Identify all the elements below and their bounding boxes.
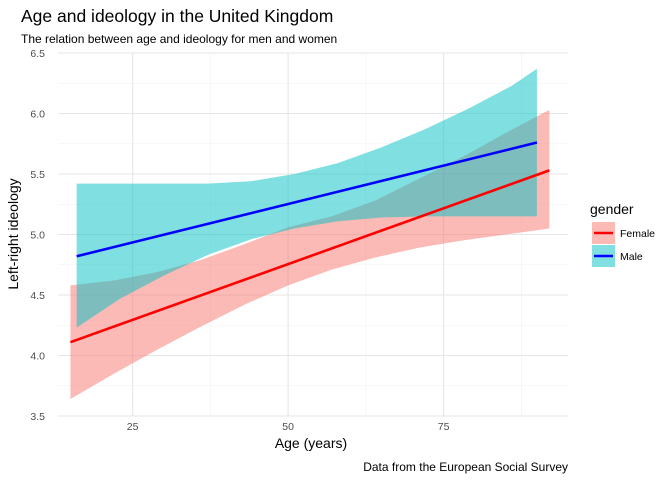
x-tick-label: 75	[438, 421, 450, 433]
legend-label-male: Male	[620, 251, 643, 263]
x-axis-label: Age (years)	[275, 435, 347, 451]
axes: 25 50 75 3.5 4.0 4.5 5.0 5.5 6.0 6.5	[30, 48, 449, 433]
plot-area	[58, 52, 568, 417]
chart-subtitle: The relation between age and ideology fo…	[21, 32, 337, 46]
chart-title: Age and ideology in the United Kingdom	[21, 6, 333, 26]
x-tick-label: 25	[127, 421, 139, 433]
y-tick-label: 3.5	[30, 411, 45, 423]
y-tick-label: 6.0	[30, 109, 45, 121]
y-tick-label: 5.0	[30, 230, 45, 242]
legend-label-female: Female	[620, 228, 655, 240]
y-tick-label: 5.5	[30, 169, 45, 181]
legend-title: gender	[590, 201, 634, 217]
legend: gender Female Male	[590, 201, 655, 267]
chart-caption: Data from the European Social Survey	[363, 460, 568, 474]
series-line-female	[70, 169, 550, 344]
y-tick-label: 4.5	[30, 290, 45, 302]
x-tick-label: 50	[282, 421, 294, 433]
y-axis-label: Left-right ideology	[5, 178, 21, 289]
y-tick-label: 6.5	[30, 48, 45, 60]
y-tick-label: 4.0	[30, 351, 45, 363]
series-line-male	[76, 141, 538, 258]
